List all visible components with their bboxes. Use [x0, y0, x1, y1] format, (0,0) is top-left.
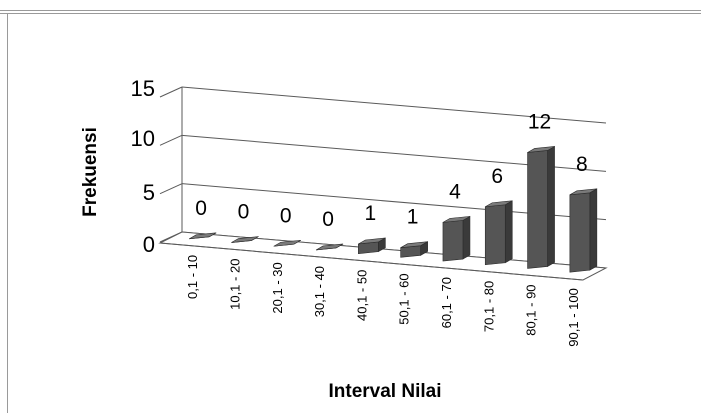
- bar-top: [527, 146, 555, 153]
- bar-top: [400, 241, 428, 248]
- bar-top: [273, 239, 301, 247]
- bar-top: [189, 232, 217, 240]
- category-label: 30,1 - 40: [312, 266, 327, 317]
- bar-side: [547, 145, 555, 267]
- bar-top: [569, 188, 597, 196]
- bar: [527, 145, 555, 269]
- category-label: 60,1 - 70: [439, 277, 454, 328]
- data-label: 0: [280, 204, 292, 227]
- data-label: 0: [322, 208, 334, 231]
- bar-top: [231, 236, 259, 243]
- category-label: 90,1 - 100: [566, 288, 581, 347]
- x-axis-title: Interval Nilai: [329, 381, 442, 402]
- data-label: 1: [407, 206, 419, 229]
- gridline: [181, 86, 607, 124]
- data-label: 6: [491, 165, 503, 188]
- bar: [231, 236, 259, 243]
- chart-floor: [158, 231, 608, 281]
- bar-side: [504, 200, 513, 264]
- gridline-side: [159, 183, 183, 195]
- data-label: 1: [365, 202, 377, 225]
- bar-top: [358, 237, 386, 245]
- bar-front: [484, 204, 506, 266]
- bar-side: [589, 188, 598, 271]
- category-label: 50,1 - 60: [397, 273, 412, 324]
- data-label: 8: [576, 153, 588, 176]
- gridline-side: [159, 134, 183, 146]
- category-label: 80,1 - 90: [524, 284, 539, 335]
- y-tick-label: 5: [143, 180, 155, 205]
- bars: [189, 145, 598, 273]
- bar-front: [527, 150, 548, 269]
- y-tick-label: 0: [143, 232, 155, 257]
- category-label: 70,1 - 80: [481, 281, 496, 332]
- bar: [484, 200, 513, 266]
- y-tick-label: 10: [131, 126, 155, 151]
- category-label: 20,1 - 30: [270, 262, 285, 313]
- category-label: 0,1 - 10: [185, 255, 200, 299]
- bar-side: [462, 215, 471, 260]
- bar-front: [442, 220, 464, 262]
- bar-top: [442, 216, 471, 223]
- bar: [273, 239, 301, 247]
- y-axis-title: Frekuensi: [80, 127, 101, 217]
- bar-top: [485, 200, 513, 208]
- category-label: 10,1 - 20: [227, 259, 242, 310]
- bar: [400, 241, 428, 258]
- bar: [315, 243, 344, 251]
- data-label: 0: [238, 201, 250, 224]
- y-tick-label: 15: [131, 76, 155, 101]
- category-label: 40,1 - 50: [354, 270, 369, 321]
- data-labels: 0 0 0 0 1 1 4 6 12 8: [195, 110, 587, 231]
- gridline-side: [159, 86, 183, 98]
- floor-front-edge: [159, 242, 584, 281]
- data-label: 0: [195, 197, 207, 220]
- bar-front: [569, 192, 591, 273]
- bar: [442, 215, 471, 262]
- category-labels: 0,1 - 10 10,1 - 20 20,1 - 30 30,1 - 40 40,1 …: [185, 255, 581, 347]
- data-label: 4: [449, 180, 461, 203]
- data-label: 12: [528, 110, 551, 133]
- y-tick-labels: 0 5 10 15: [131, 76, 155, 257]
- bar: [358, 237, 386, 254]
- bar: [189, 232, 217, 240]
- bar-top: [315, 243, 344, 251]
- bar: [569, 188, 598, 273]
